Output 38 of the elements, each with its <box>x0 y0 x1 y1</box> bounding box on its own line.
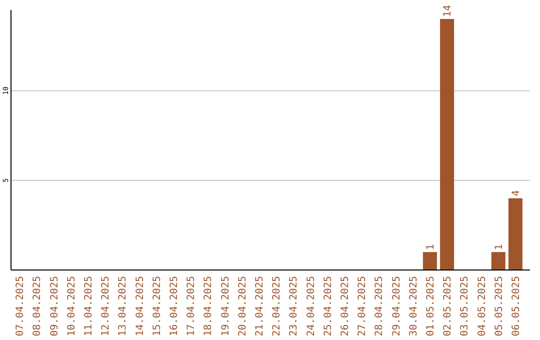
x-tick-label: 07.04.2025 <box>15 276 26 336</box>
x-tick-label: 16.04.2025 <box>168 276 180 336</box>
x-tick-label: 29.04.2025 <box>391 276 402 336</box>
x-tick-label: 04.05.2025 <box>476 276 488 336</box>
bar <box>422 252 437 270</box>
x-tick-label: 17.04.2025 <box>186 276 198 336</box>
data-label: 1 <box>494 244 505 250</box>
x-tick-label: 01.05.2025 <box>425 276 436 336</box>
bar <box>491 252 506 270</box>
x-tick-label: 19.04.2025 <box>220 276 232 336</box>
x-tick-label: 23.04.2025 <box>288 276 300 336</box>
x-tick-label: 08.04.2025 <box>32 276 44 336</box>
x-tick-label: 21.04.2025 <box>254 276 266 336</box>
x-tick-label: 30.04.2025 <box>408 276 420 336</box>
x-tick-label: 13.04.2025 <box>118 276 129 336</box>
x-tick-label: 09.04.2025 <box>49 276 60 336</box>
x-tick-label: 02.05.2025 <box>442 276 454 336</box>
x-tick-label: 14.04.2025 <box>134 276 146 336</box>
x-tick-label: 11.04.2025 <box>83 276 94 336</box>
x-tick-label: 27.04.2025 <box>357 276 368 336</box>
x-tick-label: 28.04.2025 <box>374 276 386 336</box>
x-tick-label: 05.05.2025 <box>494 276 505 336</box>
x-tick-label: 22.04.2025 <box>272 276 283 336</box>
data-label: 1 <box>425 244 436 250</box>
data-label: 4 <box>510 190 522 196</box>
x-tick-label: 06.05.2025 <box>510 276 522 336</box>
x-tick-label: 20.04.2025 <box>237 276 248 336</box>
x-tick-label: 18.04.2025 <box>203 276 214 336</box>
x-tick-label: 03.05.2025 <box>460 276 471 336</box>
x-tick-label: 26.04.2025 <box>340 276 351 336</box>
bar <box>508 198 522 270</box>
x-tick-label: 15.04.2025 <box>152 276 163 336</box>
x-tick-label: 10.04.2025 <box>66 276 78 336</box>
x-tick-label: 25.04.2025 <box>322 276 334 336</box>
x-tick-label: 12.04.2025 <box>100 276 112 336</box>
data-label: 14 <box>442 4 454 17</box>
bar <box>440 18 454 270</box>
x-tick-label: 24.04.2025 <box>306 276 317 336</box>
